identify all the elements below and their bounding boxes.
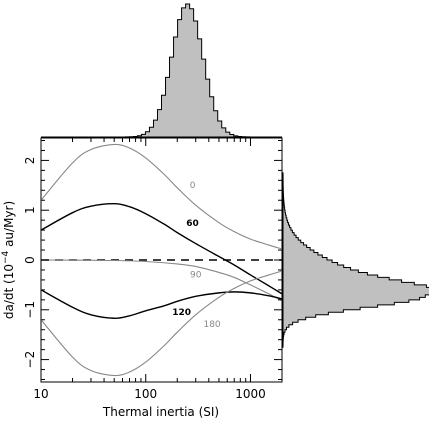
- x-tick-label: 100: [134, 387, 157, 401]
- axis-ticks: [40, 138, 283, 382]
- y-tick-label: −2: [23, 351, 37, 369]
- series-line-90: [41, 259, 282, 302]
- y-tick-label: −1: [23, 301, 37, 319]
- y-tick-label: 2: [23, 157, 37, 165]
- right-histogram: [282, 172, 429, 348]
- curve-label-90: 90: [190, 270, 202, 280]
- x-axis-label: Thermal inertia (SI): [102, 405, 219, 419]
- right-histogram-bars: [282, 172, 429, 348]
- series-line-120: [41, 289, 282, 319]
- series-line-0: [41, 143, 282, 250]
- series-line-60: [41, 203, 282, 295]
- curves: [41, 143, 282, 377]
- y-tick-label: 0: [23, 256, 37, 264]
- curve-label-60: 60: [186, 219, 199, 229]
- y-tick-label: 1: [23, 206, 37, 214]
- curve-label-0: 0: [190, 181, 196, 191]
- series-line-180: [41, 270, 282, 377]
- curve-labels: 0 60 90 120 180: [172, 181, 221, 330]
- curve-label-120: 120: [172, 308, 191, 318]
- curve-label-180: 180: [203, 320, 220, 330]
- top-histogram: [41, 3, 282, 138]
- x-tick-label: 10: [33, 387, 48, 401]
- top-histogram-bars: [41, 3, 282, 138]
- x-tick-label: 1000: [235, 387, 266, 401]
- axis-tick-labels: −2 −1 0 1 2 10 100 1000: [23, 157, 266, 401]
- y-axis-label: da/dt (10−4 au/Myr): [1, 201, 16, 319]
